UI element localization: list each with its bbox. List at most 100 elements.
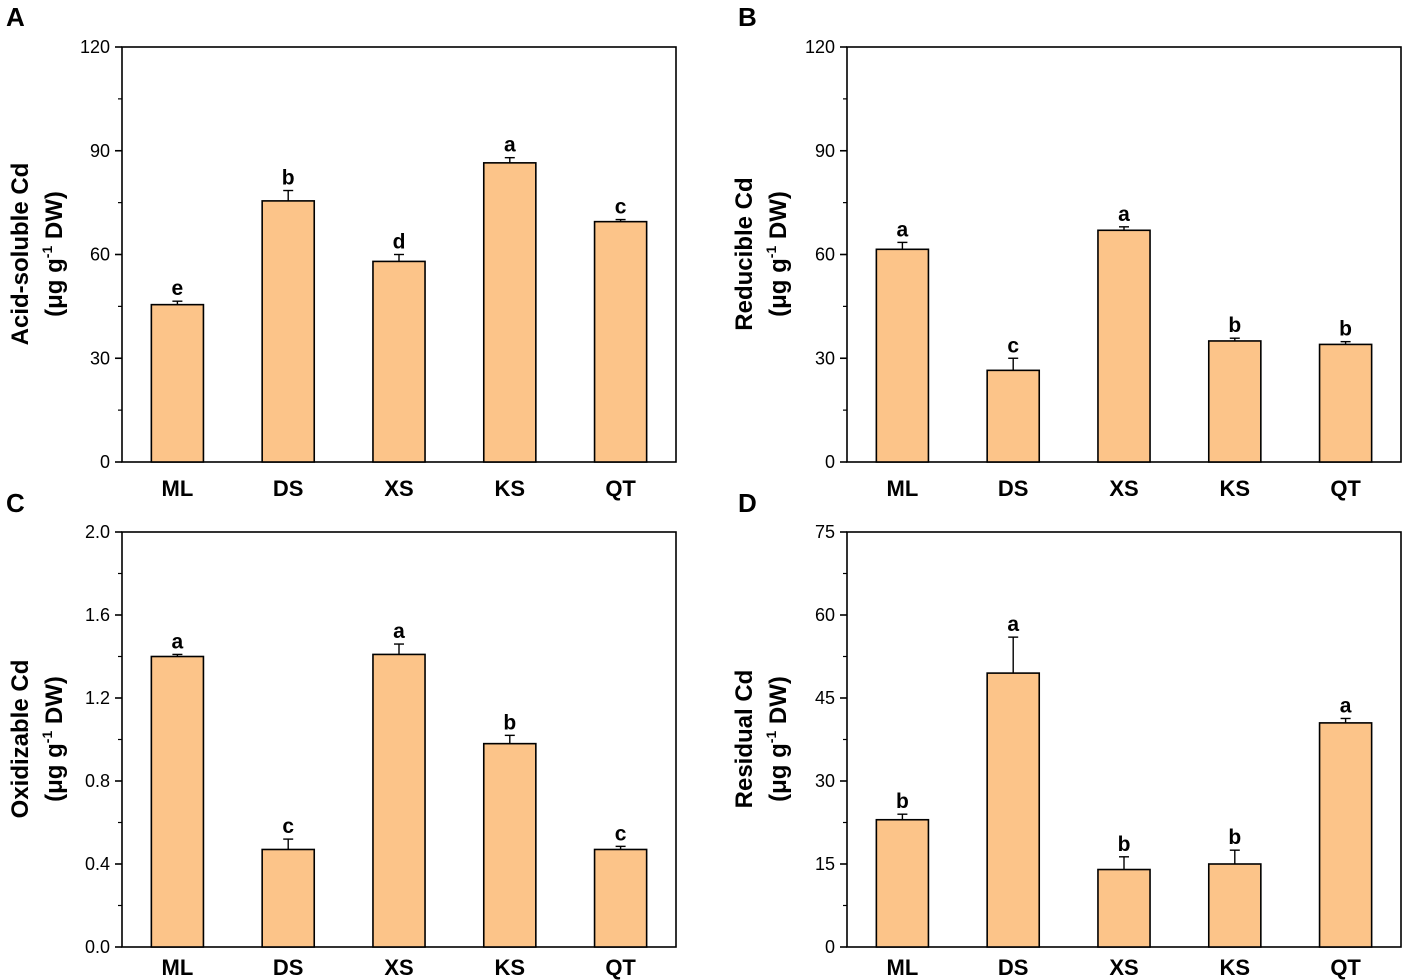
category-label: DS — [998, 955, 1029, 980]
y-unit-superscript: -1 — [39, 246, 55, 259]
y-tick-label: 1.2 — [85, 688, 110, 708]
y-unit-prefix: (μg g — [765, 743, 792, 802]
significance-label: b — [896, 790, 909, 813]
significance-label: b — [1339, 318, 1352, 341]
category-label: KS — [1220, 955, 1251, 980]
bar-qt — [593, 220, 648, 463]
y-unit-superscript: -1 — [39, 731, 55, 744]
y-unit-superscript: -1 — [763, 731, 779, 744]
bar-xs — [1097, 868, 1151, 948]
y-tick-label: 30 — [90, 348, 110, 368]
bar-ks — [482, 742, 537, 948]
bar-ds — [986, 369, 1041, 463]
bar-ks — [482, 162, 537, 463]
y-tick-label: 1.6 — [85, 605, 110, 625]
y-tick-label: 120 — [80, 37, 110, 57]
bar-qt — [1318, 343, 1373, 463]
significance-label: b — [282, 167, 295, 190]
y-unit-superscript: -1 — [763, 246, 779, 259]
panel-letter: D — [738, 488, 757, 518]
category-label: ML — [887, 955, 919, 980]
bar-xs — [372, 653, 426, 948]
y-tick-label: 75 — [815, 522, 835, 542]
y-axis-title: Residual Cd — [731, 670, 758, 809]
significance-label: a — [897, 218, 909, 241]
significance-label: b — [1118, 833, 1131, 856]
y-unit-suffix: DW) — [41, 191, 68, 246]
significance-label: a — [1007, 613, 1019, 636]
y-tick-label: 30 — [815, 348, 835, 368]
y-axis-unit: (μg g-1 DW) — [763, 676, 792, 802]
category-label: ML — [162, 955, 194, 980]
y-tick-label: 0.4 — [85, 854, 110, 874]
bar-ml — [875, 248, 930, 463]
bar-ml — [875, 818, 930, 948]
significance-label: b — [1228, 314, 1241, 337]
y-tick-label: 90 — [815, 141, 835, 161]
y-unit-suffix: DW) — [765, 676, 792, 731]
category-label: DS — [273, 955, 304, 980]
y-tick-label: 0.8 — [85, 771, 110, 791]
y-axis-unit: (μg g-1 DW) — [763, 191, 792, 317]
y-unit-suffix: DW) — [765, 191, 792, 246]
category-label: DS — [273, 476, 304, 501]
bar-ks — [1207, 863, 1262, 948]
y-tick-label: 2.0 — [85, 522, 110, 542]
category-label: ML — [887, 476, 919, 501]
y-axis-title: Acid-soluble Cd — [7, 163, 34, 346]
significance-label: a — [1340, 694, 1352, 717]
category-label: XS — [384, 955, 413, 980]
significance-label: a — [393, 620, 405, 643]
y-axis-unit: (μg g-1 DW) — [39, 191, 68, 317]
category-label: ML — [162, 476, 194, 501]
y-tick-label: 60 — [90, 245, 110, 265]
y-tick-label: 30 — [815, 771, 835, 791]
significance-label: c — [282, 815, 294, 838]
significance-label: c — [615, 196, 627, 219]
panel-letter: B — [738, 2, 757, 32]
panel-c: C 0.0 0.4 0.8 1.2 1.6 2.0 a ML c DS a XS b KS c QT Oxidiz… — [6, 488, 677, 980]
category-label: QT — [605, 476, 636, 501]
significance-label: b — [503, 711, 516, 734]
significance-label: a — [172, 630, 184, 653]
significance-label: e — [172, 277, 184, 300]
bar-ml — [150, 303, 205, 463]
y-tick-label: 45 — [815, 688, 835, 708]
significance-label: c — [1007, 334, 1019, 357]
category-label: QT — [1330, 476, 1361, 501]
y-unit-prefix: (μg g — [765, 258, 792, 317]
y-tick-label: 0.0 — [85, 937, 110, 957]
significance-label: b — [1228, 826, 1241, 849]
y-tick-label: 0 — [100, 452, 110, 472]
y-tick-label: 0 — [825, 452, 835, 472]
significance-label: d — [393, 231, 406, 254]
bar-ds — [261, 200, 316, 463]
category-label: XS — [1109, 476, 1138, 501]
category-label: KS — [495, 476, 526, 501]
y-axis-title: Oxidizable Cd — [7, 660, 34, 819]
category-label: KS — [1220, 476, 1251, 501]
y-tick-label: 0 — [825, 937, 835, 957]
bar-qt — [1318, 722, 1373, 948]
category-label: QT — [1330, 955, 1361, 980]
bar-ds — [261, 848, 316, 948]
category-label: XS — [384, 476, 413, 501]
bar-ml — [150, 655, 205, 948]
panel-letter: C — [6, 488, 25, 518]
significance-label: a — [1118, 203, 1130, 226]
y-tick-label: 60 — [815, 245, 835, 265]
y-tick-label: 120 — [805, 37, 835, 57]
category-label: XS — [1109, 955, 1138, 980]
y-unit-prefix: (μg g — [41, 743, 68, 802]
panel-a: A 0 30 60 90 120 e ML b DS d XS a KS c QT Acid-soluble C… — [6, 2, 677, 501]
y-unit-suffix: DW) — [41, 676, 68, 731]
y-tick-label: 90 — [90, 141, 110, 161]
y-tick-label: 15 — [815, 854, 835, 874]
category-label: DS — [998, 476, 1029, 501]
category-label: QT — [605, 955, 636, 980]
bar-qt — [593, 848, 648, 948]
y-axis-unit: (μg g-1 DW) — [39, 676, 68, 802]
